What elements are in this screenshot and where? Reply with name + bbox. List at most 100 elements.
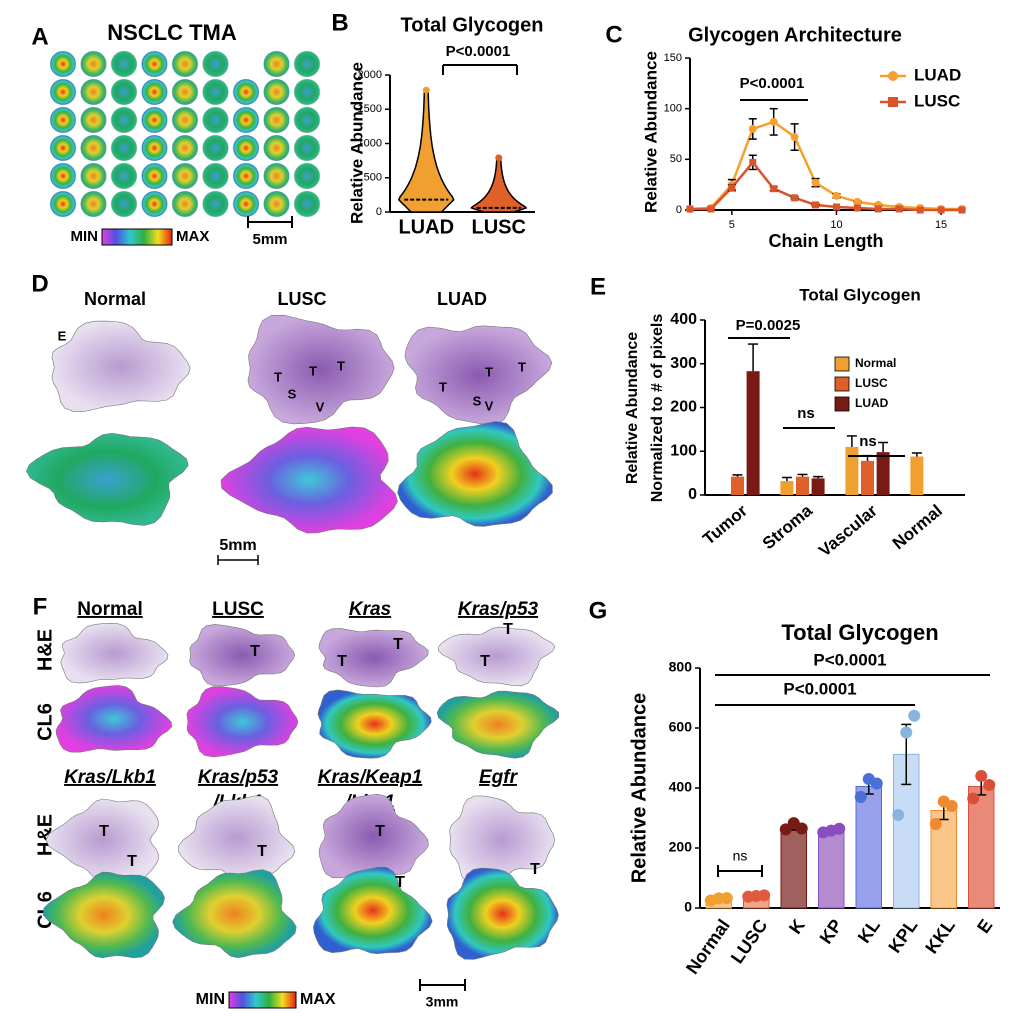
heatmap-image (172, 869, 297, 959)
tissue-label: T (99, 823, 109, 840)
tma-core (232, 106, 260, 134)
column-header: LUSC (278, 289, 327, 309)
tma-core (141, 50, 168, 78)
tma-core (202, 106, 229, 134)
panel-letter: C (605, 21, 622, 48)
bar (876, 452, 890, 495)
tma-core (293, 190, 321, 218)
marker (686, 205, 694, 213)
heatmap-image (436, 690, 560, 759)
marker (707, 205, 715, 213)
x-tick-label: 10 (830, 219, 842, 231)
label: 5mm (219, 537, 256, 554)
tma-core (263, 78, 290, 106)
tma-core (293, 78, 321, 106)
data-point (945, 800, 958, 812)
column-header: Normal (84, 289, 146, 309)
tissue-image (178, 795, 296, 881)
bar (968, 786, 995, 909)
tma-core (49, 78, 77, 106)
tma-core (232, 78, 260, 106)
bar (910, 456, 924, 495)
legend-swatch (834, 356, 850, 372)
x-tick-label: LUAD (398, 216, 454, 238)
tma-core (171, 134, 199, 162)
tissue-label: T (395, 874, 405, 891)
tma-core (80, 50, 107, 78)
bar (930, 810, 957, 909)
marker (853, 197, 862, 206)
marker (749, 158, 757, 166)
legend-label: Normal (855, 356, 896, 370)
heatmap-image (55, 685, 173, 753)
data-point (892, 809, 905, 821)
tissue-label: T (530, 861, 540, 878)
y-axis-label: Relative Abundance (347, 62, 366, 224)
tma-core (171, 106, 199, 134)
bar (780, 481, 794, 495)
data-point (983, 779, 996, 791)
data-point (975, 770, 988, 782)
x-tick-label: Vascular (815, 501, 881, 561)
marker (769, 117, 778, 126)
x-tick-label: 5 (729, 219, 735, 231)
data-point (900, 726, 913, 739)
chart-title: Total Glycogen (401, 14, 544, 36)
marker (937, 206, 945, 214)
tissue-label: T (274, 369, 282, 384)
label: MAX (300, 991, 336, 1008)
tissue-label: T (480, 653, 490, 670)
annotation: ns (733, 848, 748, 864)
y-tick-label: 0 (676, 204, 682, 216)
data-point (967, 792, 980, 805)
legend-label: LUAD (855, 396, 889, 410)
tma-core (202, 134, 229, 162)
marker (832, 203, 840, 211)
tma-core (141, 162, 168, 190)
y-tick-label: 2000 (358, 69, 382, 81)
y-tick-label: 50 (670, 153, 682, 165)
tissue-label: T (375, 823, 385, 840)
bar (746, 371, 760, 495)
marker (770, 185, 778, 193)
tma-core (49, 50, 77, 78)
tma-core (202, 162, 229, 190)
tma-core (80, 78, 107, 106)
tissue-label: T (309, 363, 317, 378)
bar (818, 830, 845, 909)
y-tick-label: 200 (669, 839, 693, 855)
panel-letter: G (589, 597, 608, 624)
tma-core (141, 134, 168, 162)
tissue-image (449, 795, 556, 885)
tma-core (49, 106, 77, 134)
heatmap-image (25, 432, 189, 526)
annotation: ns (859, 433, 877, 450)
panel-title: NSCLC TMA (107, 20, 237, 45)
y-tick-label: 0 (688, 486, 697, 503)
column-header: Kras (349, 599, 391, 620)
label: 5mm (252, 231, 287, 248)
x-tick-label: KPL (884, 916, 921, 957)
y-tick-label: 150 (664, 52, 682, 64)
x-axis-label: Chain Length (769, 231, 884, 251)
tma-core (202, 190, 229, 218)
marker (812, 201, 820, 209)
tma-core (110, 134, 138, 162)
y-axis-label: Relative Abundance (641, 51, 660, 213)
bar (855, 786, 882, 909)
bar (796, 476, 809, 495)
data-point (758, 889, 771, 902)
x-tick-label: KL (854, 916, 884, 947)
tissue-label: V (316, 399, 325, 414)
panel-letter: A (31, 23, 48, 50)
tma-core (263, 162, 290, 190)
column-header: LUSC (212, 599, 264, 620)
column-header: Kras/Lkb1 (64, 767, 156, 788)
y-tick-label: 400 (670, 311, 697, 328)
x-tick-label: Normal (682, 916, 734, 978)
y-axis-label: Normalized to # of pixels (649, 314, 666, 503)
chart-title: Total Glycogen (799, 285, 921, 304)
tma-core (263, 190, 290, 218)
tissue-label: S (288, 386, 297, 401)
